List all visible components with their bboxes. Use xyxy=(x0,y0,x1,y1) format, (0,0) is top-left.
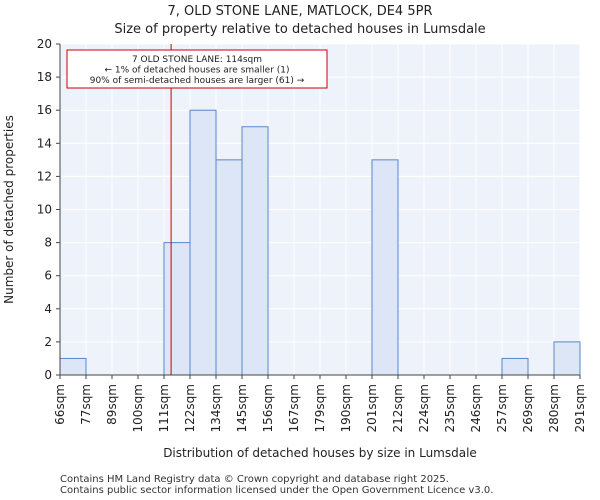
x-tick-label: 246sqm xyxy=(469,384,483,432)
histogram-bar xyxy=(189,109,217,376)
x-tick-label: 156sqm xyxy=(261,384,275,432)
x-tick-label: 280sqm xyxy=(547,384,561,432)
x-tick-label: 167sqm xyxy=(287,384,301,432)
histogram-chart: 0 2 4 6 8 10 12 14 16 18 20 66sqm 77sqm 89sqm 100sqm 11… xyxy=(2,37,587,460)
chart-subtitle: Size of property relative to detached ho… xyxy=(114,22,486,37)
histogram-bar xyxy=(241,126,269,376)
x-tick-label: 201sqm xyxy=(365,384,379,432)
x-tick-label: 190sqm xyxy=(339,384,353,432)
y-tick-label: 20 xyxy=(37,37,52,51)
y-tick-label: 2 xyxy=(44,335,52,349)
histogram-bar xyxy=(59,357,87,376)
x-tick-label: 134sqm xyxy=(209,384,223,432)
x-tick-label: 269sqm xyxy=(521,384,535,432)
y-tick-label: 6 xyxy=(44,269,52,283)
annotation-line: ← 1% of detached houses are smaller (1) xyxy=(104,66,289,76)
y-tick-label: 4 xyxy=(44,302,52,316)
x-tick-label: 89sqm xyxy=(105,384,119,425)
y-axis-title: Number of detached properties xyxy=(2,115,16,304)
x-tick-label: 235sqm xyxy=(443,384,457,432)
x-tick-label: 66sqm xyxy=(53,384,67,425)
y-tick-label: 10 xyxy=(37,203,52,217)
x-tick-label: 179sqm xyxy=(313,384,327,432)
y-tick-label: 16 xyxy=(37,103,52,117)
histogram-bar xyxy=(371,159,399,376)
footer-attribution-2: Contains public sector information licen… xyxy=(60,485,494,496)
x-tick-label: 145sqm xyxy=(235,384,249,432)
footer-attribution-1: Contains HM Land Registry data © Crown c… xyxy=(60,474,449,485)
x-tick-label: 122sqm xyxy=(183,384,197,432)
annotation-line: 90% of semi-detached houses are larger (… xyxy=(90,76,305,86)
histogram-bar xyxy=(501,357,529,376)
y-tick-label: 0 xyxy=(44,368,52,382)
chart-title: 7, OLD STONE LANE, MATLOCK, DE4 5PR xyxy=(167,4,433,19)
annotation-box xyxy=(66,49,328,89)
histogram-bar xyxy=(215,159,243,376)
x-tick-label: 77sqm xyxy=(79,384,93,425)
x-tick-label: 111sqm xyxy=(157,384,171,432)
x-tick-label: 291sqm xyxy=(573,384,587,432)
x-tick-label: 257sqm xyxy=(495,384,509,432)
x-tick-label: 224sqm xyxy=(417,384,431,432)
y-tick-label: 18 xyxy=(37,70,52,84)
y-tick-label: 12 xyxy=(37,169,52,183)
histogram-bar xyxy=(553,341,581,376)
x-axis-title: Distribution of detached houses by size … xyxy=(163,446,477,460)
y-tick-label: 14 xyxy=(37,136,52,150)
y-tick-label: 8 xyxy=(44,236,52,250)
x-tick-label: 212sqm xyxy=(391,384,405,432)
annotation-line: 7 OLD STONE LANE: 114sqm xyxy=(132,55,262,65)
x-tick-label: 100sqm xyxy=(131,384,145,432)
histogram-bar xyxy=(163,242,191,376)
